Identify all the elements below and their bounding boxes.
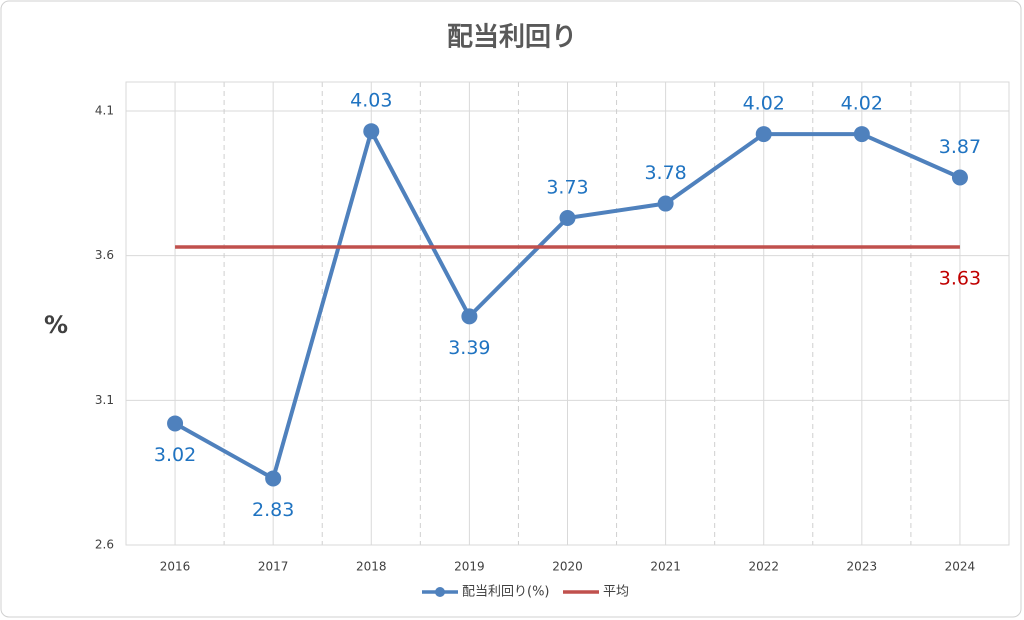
y-tick-label: 4.1 [95, 103, 114, 117]
data-point [167, 415, 184, 432]
y-tick-label: 2.6 [95, 538, 114, 552]
x-tick-label: 2021 [650, 560, 681, 574]
y-axis-label: % [44, 311, 68, 339]
data-point [853, 126, 870, 143]
y-tick-label: 3.1 [95, 393, 114, 407]
data-point [461, 308, 478, 325]
data-label: 4.03 [350, 90, 392, 112]
legend-label: 配当利回り(%) [462, 585, 550, 600]
y-tick-label: 3.6 [95, 248, 114, 262]
plot-border [125, 81, 1010, 546]
data-label: 3.78 [644, 162, 686, 184]
data-label: 3.02 [154, 444, 196, 466]
x-tick-label: 2024 [945, 560, 976, 574]
x-tick-label: 2017 [258, 560, 289, 574]
x-tick-label: 2019 [454, 560, 485, 574]
data-point [265, 470, 282, 487]
chart-title: 配当利回り [447, 23, 577, 53]
data-point [657, 195, 674, 212]
data-point [755, 126, 772, 143]
legend-label: 平均 [603, 585, 629, 600]
x-tick-label: 2023 [847, 560, 878, 574]
data-point [559, 210, 576, 227]
data-label: 3.39 [448, 337, 490, 359]
data-point [951, 169, 968, 186]
data-label: 4.02 [743, 93, 785, 115]
data-label: 3.73 [546, 177, 588, 199]
data-label: 3.87 [939, 136, 981, 158]
data-label: 3.63 [939, 267, 981, 289]
x-tick-label: 2018 [356, 560, 387, 574]
x-tick-label: 2020 [552, 560, 583, 574]
legend-marker [435, 587, 445, 597]
data-label: 2.83 [252, 499, 294, 521]
data-point [363, 123, 380, 140]
data-label: 4.02 [841, 93, 883, 115]
x-tick-label: 2016 [160, 560, 191, 574]
x-tick-label: 2022 [748, 560, 779, 574]
